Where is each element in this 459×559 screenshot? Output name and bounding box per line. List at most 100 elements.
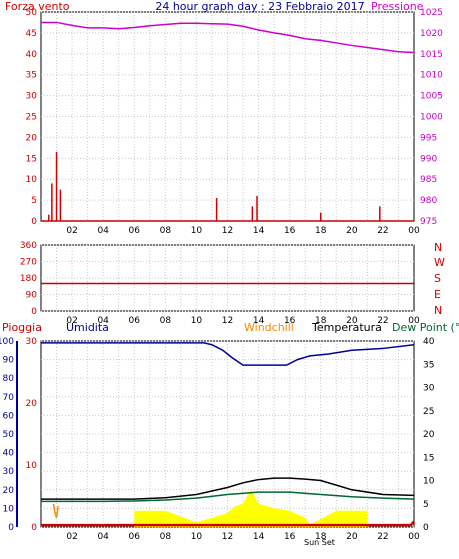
- x-tick-label: 20: [346, 316, 358, 326]
- y-left-tick-label: 15: [26, 154, 37, 164]
- y-rain-tick-label: 20: [26, 399, 38, 409]
- y-humidity-tick-label: 90: [3, 356, 15, 366]
- y-right-tick-label: 1010: [420, 71, 443, 81]
- x-tick-label: 08: [160, 316, 172, 326]
- y-humidity-tick-label: 80: [3, 374, 15, 384]
- y-right-tick-label: 985: [420, 175, 437, 185]
- y-humidity-tick-label: 10: [3, 504, 15, 514]
- y-right-tick-label: 30: [423, 384, 435, 394]
- y-left-tick-label: 10: [26, 175, 38, 185]
- y-humidity-tick-label: 60: [3, 411, 15, 421]
- x-tick-label: 02: [66, 316, 77, 326]
- x-tick-label: 14: [253, 316, 265, 326]
- x-tick-label: 00: [408, 226, 420, 236]
- x-tick-label: 14: [253, 226, 265, 236]
- dir-label-e: E: [434, 288, 441, 301]
- x-tick-label: 22: [377, 316, 388, 326]
- y-right-tick-label: 0: [423, 523, 429, 533]
- windchill-line: [52, 503, 59, 518]
- y-right-tick-label: 1020: [420, 29, 443, 39]
- x-tick-label: 04: [97, 226, 109, 236]
- y-right-tick-label: 25: [423, 407, 434, 417]
- x-tick-label: 20: [346, 532, 358, 542]
- rain-label: Pioggia: [2, 321, 42, 334]
- chart-title: 24 hour graph day : 23 Febbraio 2017: [155, 0, 364, 13]
- pressure-label: Pressione: [371, 0, 424, 13]
- dir-label-w: W: [434, 256, 445, 269]
- y-right-tick-label: 1025: [420, 8, 443, 18]
- x-tick-label: 12: [222, 316, 233, 326]
- dewpoint-line: [41, 491, 415, 503]
- windchill-label: Windchill: [244, 321, 294, 334]
- x-tick-label: 02: [66, 226, 77, 236]
- y-rain-tick-label: 30: [26, 337, 38, 347]
- x-tick-label: 08: [160, 532, 172, 542]
- temperature-line: [41, 477, 415, 500]
- y-humidity-tick-label: 40: [3, 449, 15, 459]
- x-tick-label: 02: [66, 532, 77, 542]
- sunshine-area: [134, 489, 368, 527]
- y-humidity-tick-label: 30: [3, 467, 15, 477]
- y-left-tick-label: 180: [20, 274, 37, 284]
- y-left-tick-label: 0: [31, 307, 37, 317]
- humidity-label: Umidita: [66, 321, 109, 334]
- y-right-tick-label: 1000: [420, 113, 443, 123]
- x-tick-label: 18: [315, 316, 327, 326]
- x-tick-label: 04: [97, 316, 109, 326]
- dir-label-n-top: N: [434, 241, 442, 254]
- y-right-tick-label: 995: [420, 133, 437, 143]
- pressure-line: [41, 21, 415, 54]
- x-tick-label: 18: [315, 532, 327, 542]
- y-left-tick-label: 25: [26, 113, 37, 123]
- y-right-tick-label: 1005: [420, 92, 443, 102]
- x-tick-label: 10: [191, 316, 203, 326]
- y-right-tick-label: 5: [423, 500, 429, 510]
- x-tick-label: 12: [222, 226, 233, 236]
- x-tick-label: 22: [377, 532, 388, 542]
- y-left-tick-label: 360: [20, 241, 37, 251]
- y-right-tick-label: 35: [423, 360, 434, 370]
- x-tick-label: 16: [284, 226, 296, 236]
- dir-label-s: S: [434, 272, 441, 285]
- y-left-tick-label: 0: [31, 217, 37, 227]
- y-humidity-tick-label: 100: [0, 337, 14, 347]
- y-right-tick-label: 10: [423, 477, 435, 487]
- y-right-tick-label: 980: [420, 196, 437, 206]
- y-humidity-tick-label: 50: [3, 430, 15, 440]
- y-left-tick-label: 20: [26, 133, 38, 143]
- x-tick-label: 00: [408, 532, 420, 542]
- x-tick-label: 06: [129, 226, 141, 236]
- y-humidity-tick-label: 0: [8, 523, 14, 533]
- x-tick-label: 22: [377, 226, 388, 236]
- y-right-tick-label: 975: [420, 217, 437, 227]
- x-tick-label: 00: [408, 316, 420, 326]
- y-right-tick-label: 40: [423, 337, 435, 347]
- y-rain-tick-label: 10: [26, 461, 38, 471]
- x-tick-label: 12: [222, 532, 233, 542]
- y-left-tick-label: 45: [26, 29, 37, 39]
- sun-set-label: Sun Set: [304, 538, 335, 547]
- y-left-tick-label: 30: [26, 92, 38, 102]
- x-tick-label: 04: [97, 532, 109, 542]
- y-humidity-tick-label: 70: [3, 393, 15, 403]
- x-tick-label: 06: [129, 316, 141, 326]
- x-tick-label: 20: [346, 226, 358, 236]
- y-right-tick-label: 15: [423, 453, 434, 463]
- y-rain-tick-label: 0: [31, 523, 37, 533]
- y-left-tick-label: 90: [26, 291, 38, 301]
- x-tick-label: 18: [315, 226, 327, 236]
- humidity-line: [41, 342, 415, 366]
- x-tick-label: 16: [284, 532, 296, 542]
- y-right-tick-label: 20: [423, 430, 435, 440]
- x-tick-label: 08: [160, 226, 172, 236]
- y-right-tick-label: 1015: [420, 50, 443, 60]
- y-humidity-tick-label: 20: [3, 486, 15, 496]
- x-tick-label: 06: [129, 532, 141, 542]
- y-right-tick-label: 990: [420, 154, 437, 164]
- dewpoint-label: Dew Point (°C: [392, 321, 459, 334]
- y-left-tick-label: 5: [31, 196, 37, 206]
- rain-line: [41, 520, 415, 527]
- wind-label: Forza vento: [5, 0, 70, 13]
